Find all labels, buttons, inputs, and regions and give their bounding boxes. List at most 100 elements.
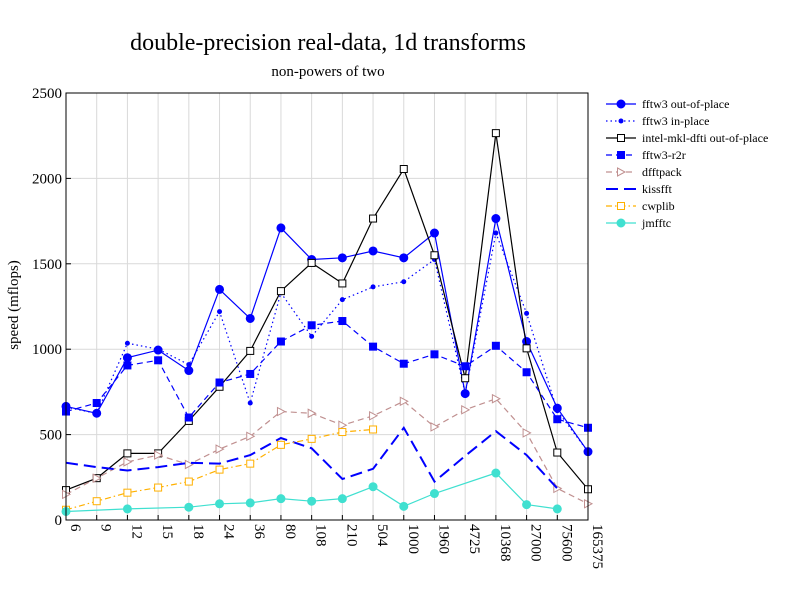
- data-point: [617, 151, 625, 159]
- data-point: [461, 374, 470, 383]
- x-tick-label: 18: [190, 524, 206, 539]
- data-point: [307, 408, 317, 419]
- legend-item: kissfft: [606, 182, 672, 196]
- data-point: [155, 346, 161, 352]
- data-point: [430, 251, 439, 260]
- data-point: [123, 457, 133, 467]
- x-tick-label: 12: [128, 524, 144, 539]
- data-point: [276, 287, 285, 296]
- data-point: [493, 230, 499, 236]
- data-point: [184, 413, 193, 422]
- y-tick-label: 2500: [32, 86, 62, 102]
- data-point: [399, 165, 408, 174]
- x-tick-label: 9: [98, 524, 114, 532]
- data-point: [617, 134, 625, 142]
- data-point: [307, 434, 316, 443]
- x-tick-label: 10368: [497, 524, 513, 562]
- data-point: [399, 501, 409, 511]
- data-point: [522, 368, 531, 377]
- legend-item: jmfftc: [606, 216, 671, 230]
- data-point: [215, 444, 225, 454]
- data-point: [123, 449, 132, 458]
- data-point: [92, 399, 101, 408]
- series-line: [65, 230, 589, 453]
- y-axis-label: speed (mflops): [6, 260, 22, 350]
- data-point: [430, 350, 439, 359]
- x-tick-label: 1960: [435, 524, 451, 554]
- x-tick-label: 504: [374, 524, 390, 547]
- data-point: [491, 468, 501, 478]
- data-point: [337, 253, 347, 263]
- data-point: [123, 361, 132, 370]
- data-point: [401, 279, 407, 285]
- legend-label: fftw3 in-place: [642, 114, 709, 128]
- data-point: [338, 428, 347, 437]
- data-point: [368, 246, 378, 256]
- legend-item: fftw3-r2r: [606, 148, 686, 162]
- data-point: [617, 202, 625, 210]
- data-point: [337, 494, 347, 504]
- data-point: [154, 450, 164, 460]
- plot-frame: [65, 92, 589, 521]
- data-point: [462, 391, 468, 397]
- data-point: [522, 428, 532, 438]
- y-tick-label: 500: [40, 428, 63, 444]
- series: [63, 230, 591, 455]
- data-point: [430, 422, 440, 432]
- x-tick-label: 15: [159, 524, 175, 539]
- series: [65, 425, 559, 490]
- data-point: [246, 431, 256, 442]
- data-point: [399, 396, 409, 407]
- data-point: [399, 359, 408, 368]
- data-point: [215, 499, 225, 509]
- data-point: [184, 459, 194, 470]
- legend: fftw3 out-of-place fftw3 in-place intel-mk…: [606, 97, 768, 230]
- data-point: [369, 342, 378, 351]
- legend-label: cwplib: [642, 199, 675, 213]
- data-point: [154, 356, 163, 365]
- legend-label: dfftpack: [642, 165, 682, 179]
- series-line: [65, 133, 589, 491]
- y-tick-label: 0: [55, 513, 63, 529]
- legend-item: intel-mkl-dfti out-of-place: [606, 131, 768, 145]
- series-group: [61, 129, 594, 516]
- data-point: [276, 494, 286, 504]
- y-tick-label: 1000: [32, 342, 62, 358]
- series: [62, 317, 592, 432]
- data-point: [491, 393, 501, 404]
- data-point: [368, 482, 378, 492]
- chart-subtitle: non-powers of two: [271, 64, 384, 80]
- y-tick-label: 1500: [32, 257, 62, 273]
- legend-item: fftw3 in-place: [606, 114, 709, 128]
- data-point: [92, 473, 102, 483]
- x-tick-label: 75600: [558, 524, 574, 562]
- data-point: [247, 400, 253, 406]
- x-tick-label: 4725: [466, 524, 482, 554]
- data-point: [369, 214, 378, 223]
- data-point: [338, 279, 347, 288]
- series-line: [65, 472, 558, 513]
- data-point: [307, 496, 317, 506]
- series: [62, 129, 592, 495]
- data-point: [245, 498, 255, 508]
- x-tick-label: 165375: [589, 524, 605, 569]
- data-point: [429, 228, 439, 238]
- data-point: [338, 317, 347, 326]
- series-line: [65, 320, 589, 429]
- x-tick-label: 24: [221, 524, 237, 540]
- data-point: [553, 415, 562, 424]
- data-point: [309, 333, 315, 339]
- data-point: [122, 353, 132, 363]
- data-point: [370, 284, 376, 290]
- data-point: [552, 504, 562, 514]
- chart-title: double-precision real-data, 1d transform…: [130, 30, 526, 56]
- data-point: [276, 406, 287, 417]
- data-point: [94, 410, 100, 416]
- data-point: [369, 410, 379, 421]
- y-tick-label: 2000: [32, 171, 62, 187]
- series-line: [65, 397, 589, 505]
- data-point: [215, 378, 224, 387]
- data-point: [246, 346, 255, 355]
- data-point: [123, 488, 132, 497]
